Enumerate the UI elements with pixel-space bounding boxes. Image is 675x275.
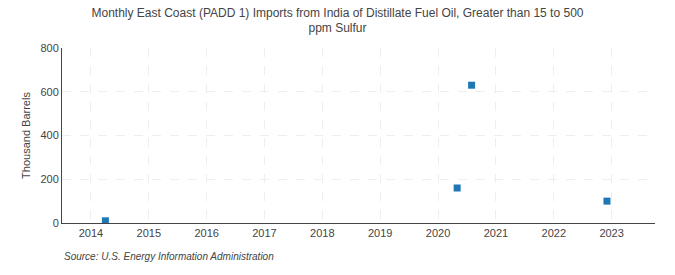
- svg-text:2019: 2019: [368, 227, 392, 239]
- svg-text:2017: 2017: [252, 227, 276, 239]
- svg-text:2022: 2022: [542, 227, 566, 239]
- svg-text:Source: U.S. Energy Informatio: Source: U.S. Energy Information Administ…: [64, 251, 274, 262]
- svg-text:200: 200: [40, 173, 58, 185]
- svg-text:Thousand Barrels: Thousand Barrels: [20, 92, 32, 179]
- svg-text:0: 0: [53, 217, 59, 229]
- svg-text:600: 600: [40, 86, 58, 98]
- svg-text:2021: 2021: [484, 227, 508, 239]
- svg-text:2015: 2015: [137, 227, 161, 239]
- svg-text:800: 800: [40, 42, 58, 54]
- svg-text:2014: 2014: [79, 227, 103, 239]
- svg-text:2018: 2018: [310, 227, 334, 239]
- svg-text:2023: 2023: [599, 227, 623, 239]
- svg-text:2016: 2016: [194, 227, 218, 239]
- svg-text:400: 400: [40, 129, 58, 141]
- svg-text:Monthly East Coast (PADD 1) Im: Monthly East Coast (PADD 1) Imports from…: [92, 6, 584, 36]
- svg-text:2020: 2020: [426, 227, 450, 239]
